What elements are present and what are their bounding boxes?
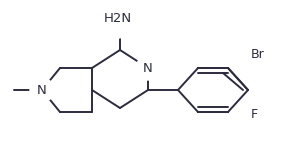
Text: H2N: H2N xyxy=(104,12,132,24)
Text: Br: Br xyxy=(251,49,265,61)
Circle shape xyxy=(108,18,128,38)
Text: N: N xyxy=(37,83,47,97)
Circle shape xyxy=(30,78,54,102)
Circle shape xyxy=(136,56,160,80)
Text: N: N xyxy=(143,61,153,75)
Text: F: F xyxy=(251,109,258,122)
